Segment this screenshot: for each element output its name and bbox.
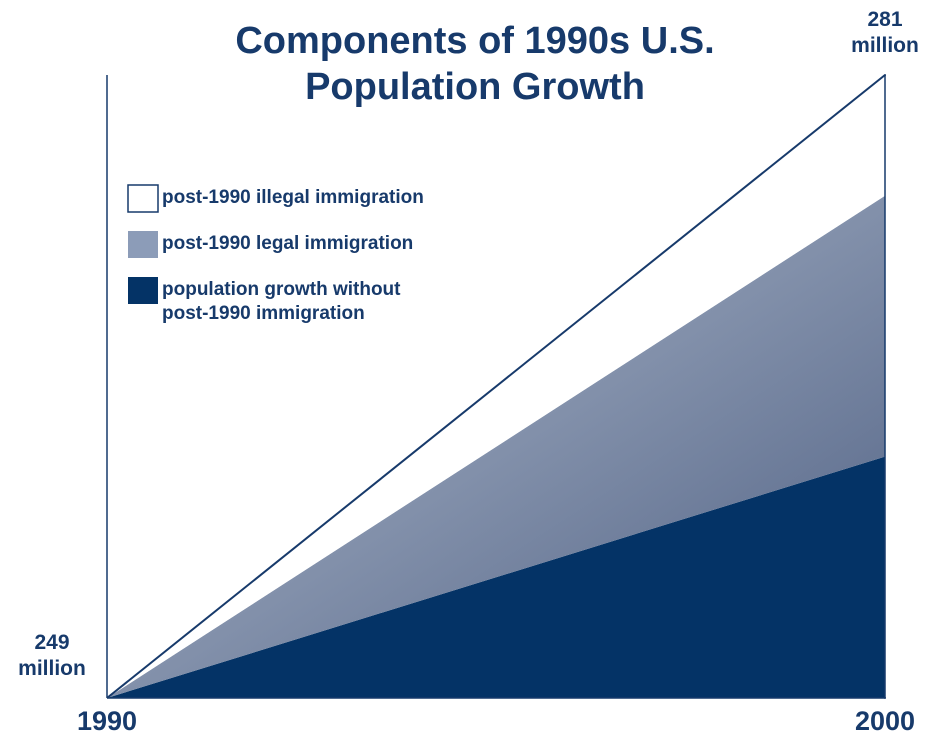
x-tick-label: 2000 xyxy=(854,706,916,736)
legend-label: post-1990 legal immigration xyxy=(162,233,414,254)
chart-title: Components of 1990s U.S. Population Grow… xyxy=(235,20,715,108)
legend-swatch xyxy=(128,231,158,258)
x-tick-label: 1990 xyxy=(76,706,138,736)
y-tick-label: 281 million xyxy=(851,8,919,57)
y-tick-label: 249 million xyxy=(18,631,86,680)
area-top-line xyxy=(106,74,886,699)
legend-label: population growth without post-1990 immi… xyxy=(162,279,401,324)
legend-swatch xyxy=(127,184,159,213)
legend-label: post-1990 illegal immigration xyxy=(162,187,424,208)
legend-swatch xyxy=(128,277,158,304)
